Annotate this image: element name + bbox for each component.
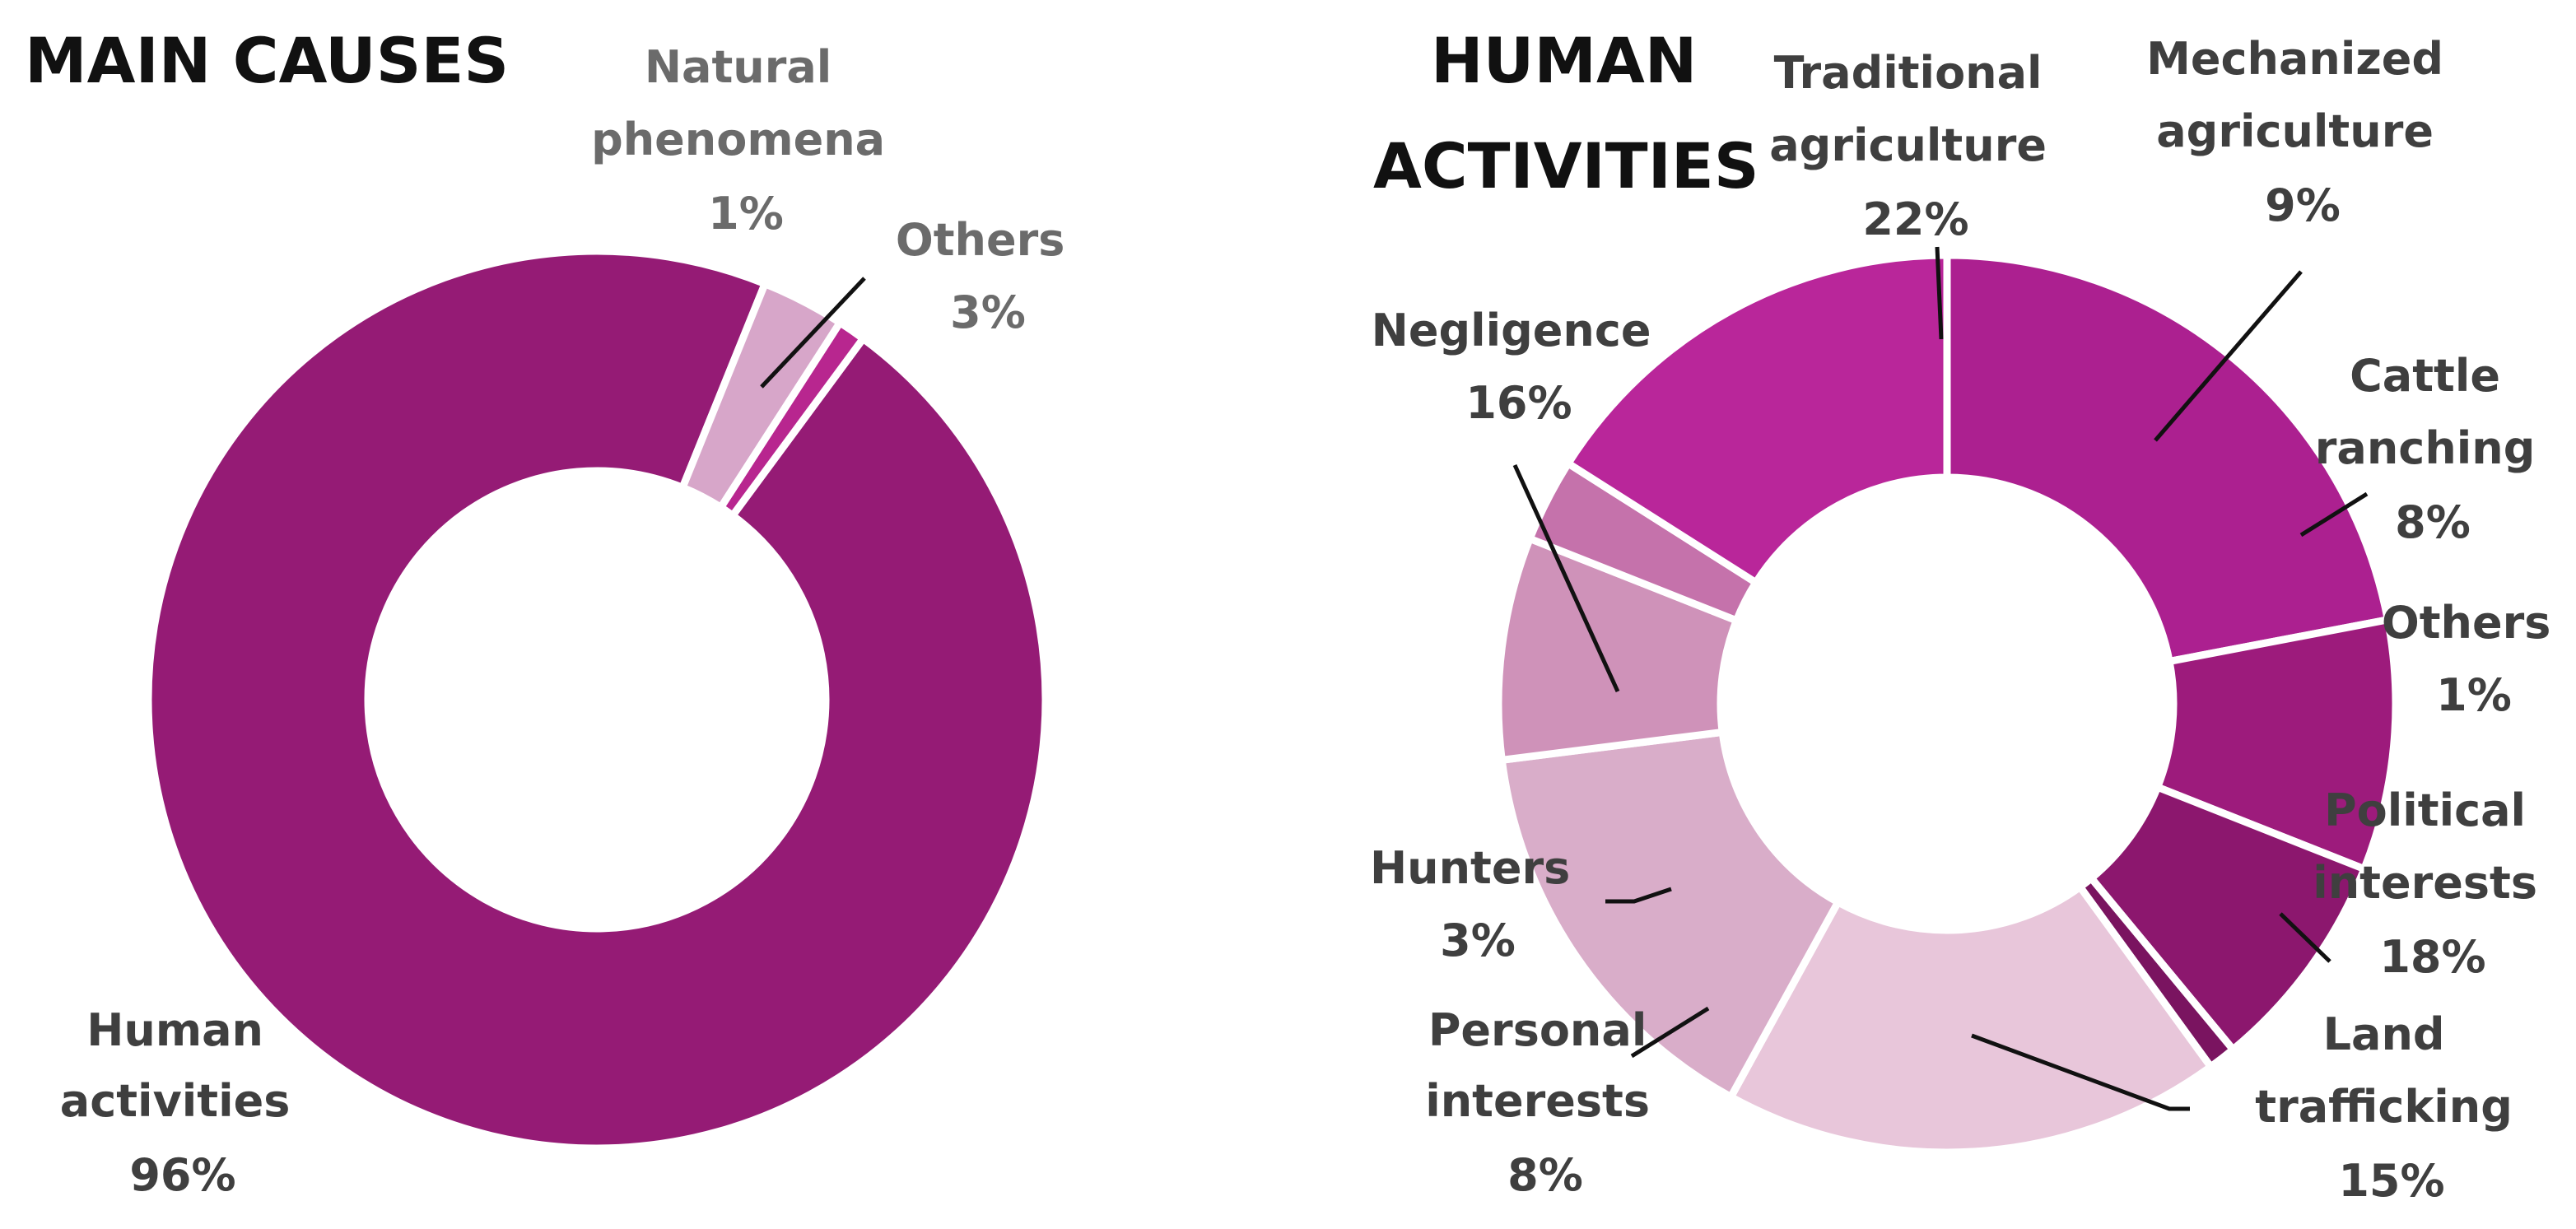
human-activities-slices xyxy=(1494,251,2400,1157)
leader-hunters xyxy=(1605,887,1672,904)
label-political-interests: Political interests 18% xyxy=(2313,784,2553,983)
leader-mechanized-agriculture xyxy=(2154,270,2303,442)
label-hunters: Hunters 3% xyxy=(1370,842,1586,966)
human-activities-slice-political-interests xyxy=(1726,882,2216,1157)
main-causes-chart: MAIN CAUSES Human activities 96% Natural… xyxy=(25,24,1080,1201)
human-activities-slice-traditional-agriculture xyxy=(1943,251,2392,666)
leader-line-others xyxy=(760,277,866,389)
leader-cattle-ranching xyxy=(2299,491,2369,538)
leader-personal-interests xyxy=(1630,1006,1710,1059)
label-natural-phenomena: Natural phenomena 1% xyxy=(591,41,901,240)
main-causes-slice-human-activities xyxy=(144,247,1050,1152)
main-causes-slices xyxy=(144,247,1050,1152)
human-activities-title: HUMAN ACTIVITIES xyxy=(1373,24,1759,203)
label-personal-interests: Personal interests 8% xyxy=(1425,1004,1665,1201)
human-activities-slice-negligence xyxy=(1563,251,1951,588)
human-activities-slice-land-trafficking xyxy=(1498,728,1843,1102)
label-cattle-ranching: Cattle ranching 8% xyxy=(2315,350,2550,548)
leader-negligence xyxy=(1512,463,1620,693)
leader-political-interests xyxy=(2279,912,2331,963)
main-causes-title: MAIN CAUSES xyxy=(25,24,509,97)
main-causes-slice-others xyxy=(678,278,845,513)
label-others-human: Others 1% xyxy=(2382,597,2566,721)
leader-traditional-agriculture xyxy=(1935,246,1944,340)
label-mechanized-agriculture: Mechanized agriculture 9% xyxy=(2146,33,2459,231)
label-others-main: Others 3% xyxy=(896,214,1080,338)
label-traditional-agriculture: Traditional agriculture 22% xyxy=(1769,47,2062,245)
label-land-trafficking: Land trafficking 15% xyxy=(2255,1008,2527,1207)
human-activities-chart: HUMAN ACTIVITIES Traditional agriculture… xyxy=(1370,24,2566,1207)
label-human-activities: Human activities 96% xyxy=(60,1004,305,1201)
main-causes-leaders xyxy=(760,277,866,389)
human-activities-leaders xyxy=(1512,246,2369,1111)
label-negligence: Negligence 16% xyxy=(1372,305,1667,429)
leader-land-trafficking xyxy=(1971,1033,2190,1111)
